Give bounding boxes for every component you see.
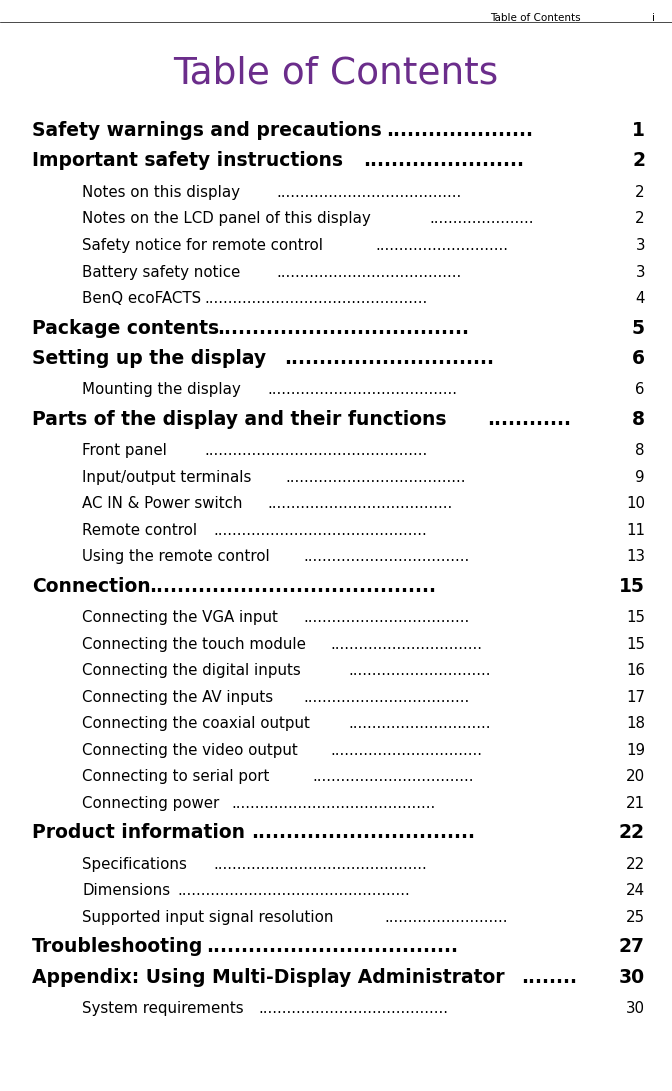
Text: ........................................: ........................................: [267, 383, 457, 397]
Text: ....................................: ....................................: [206, 937, 458, 957]
Text: Connecting the coaxial output: Connecting the coaxial output: [82, 717, 310, 731]
Text: ........: ........: [521, 968, 577, 987]
Text: ...............................................: ........................................…: [204, 444, 427, 458]
Text: Specifications: Specifications: [82, 858, 187, 872]
Text: Input/output terminals: Input/output terminals: [82, 470, 251, 485]
Text: 5: 5: [632, 319, 645, 337]
Text: Troubleshooting: Troubleshooting: [32, 937, 204, 957]
Text: ..............................: ..............................: [284, 349, 495, 368]
Text: 22: 22: [626, 858, 645, 872]
Text: Notes on this display: Notes on this display: [82, 185, 240, 200]
Text: ...................................: ...................................: [303, 550, 469, 564]
Text: 16: 16: [626, 663, 645, 679]
Text: 6: 6: [636, 383, 645, 397]
Text: ......................................: ......................................: [285, 470, 466, 485]
Text: 27: 27: [619, 937, 645, 957]
Text: 2: 2: [635, 185, 645, 200]
Text: Front panel: Front panel: [82, 444, 176, 458]
Text: Product information: Product information: [32, 824, 245, 842]
Text: Safety warnings and precautions: Safety warnings and precautions: [32, 121, 382, 140]
Text: 8: 8: [636, 444, 645, 458]
Text: .........................................: ........................................…: [149, 577, 437, 596]
Text: ..........................: ..........................: [384, 910, 507, 925]
Text: ..............................: ..............................: [348, 717, 491, 731]
Text: Connecting to serial port: Connecting to serial port: [82, 769, 269, 784]
Text: 3: 3: [636, 238, 645, 253]
Text: Dimensions: Dimensions: [82, 884, 170, 899]
Text: Connecting the VGA input: Connecting the VGA input: [82, 611, 278, 625]
Text: 15: 15: [626, 637, 645, 652]
Text: ...................................: ...................................: [303, 690, 469, 705]
Text: Package contents: Package contents: [32, 319, 219, 337]
Text: 18: 18: [626, 717, 645, 731]
Text: 11: 11: [626, 523, 645, 538]
Text: 13: 13: [626, 550, 645, 564]
Text: AC IN & Power switch: AC IN & Power switch: [82, 496, 243, 512]
Text: .......................................: .......................................: [267, 496, 452, 512]
Text: ..............................: ..............................: [348, 663, 491, 679]
Text: ................................: ................................: [251, 824, 474, 842]
Text: Notes on the LCD panel of this display: Notes on the LCD panel of this display: [82, 212, 371, 227]
Text: 19: 19: [626, 743, 645, 758]
Text: Connection: Connection: [32, 577, 151, 596]
Text: Using the remote control: Using the remote control: [82, 550, 269, 564]
Text: 9: 9: [636, 470, 645, 485]
Text: Table of Contents: Table of Contents: [173, 56, 499, 92]
Text: 30: 30: [626, 1002, 645, 1017]
Text: 24: 24: [626, 884, 645, 899]
Text: .................................................: ........................................…: [177, 884, 410, 899]
Text: 10: 10: [626, 496, 645, 512]
Text: Battery safety notice: Battery safety notice: [82, 264, 241, 279]
Text: 4: 4: [636, 291, 645, 305]
Text: ..................................: ..................................: [312, 769, 474, 784]
Text: ............: ............: [487, 410, 571, 429]
Text: 17: 17: [626, 690, 645, 705]
Text: 8: 8: [632, 410, 645, 429]
Text: 25: 25: [626, 910, 645, 925]
Text: .............................................: ........................................…: [213, 523, 427, 538]
Text: i: i: [653, 13, 655, 23]
Text: Connecting the digital inputs: Connecting the digital inputs: [82, 663, 301, 679]
Text: 3: 3: [636, 264, 645, 279]
Text: Safety notice for remote control: Safety notice for remote control: [82, 238, 323, 253]
Text: ................................: ................................: [330, 743, 482, 758]
Text: ........................................: ........................................: [258, 1002, 448, 1017]
Text: Connecting the video output: Connecting the video output: [82, 743, 298, 758]
Text: Mounting the display: Mounting the display: [82, 383, 241, 397]
Text: Table of Contents: Table of Contents: [491, 13, 581, 23]
Text: Connecting the AV inputs: Connecting the AV inputs: [82, 690, 273, 705]
Text: 1: 1: [632, 121, 645, 140]
Text: Connecting the touch module: Connecting the touch module: [82, 637, 306, 652]
Text: System requirements: System requirements: [82, 1002, 244, 1017]
Text: 2: 2: [635, 212, 645, 227]
Text: ...........................................: ........................................…: [231, 796, 435, 811]
Text: ......................: ......................: [429, 212, 534, 227]
Text: 30: 30: [619, 968, 645, 987]
Text: Appendix: Using Multi-Display Administrator: Appendix: Using Multi-Display Administra…: [32, 968, 505, 987]
Text: ................................: ................................: [330, 637, 482, 652]
Text: BenQ ecoFACTS: BenQ ecoFACTS: [82, 291, 201, 305]
Text: Supported input signal resolution: Supported input signal resolution: [82, 910, 333, 925]
Text: ...................................: ...................................: [303, 611, 469, 625]
Text: Connecting power: Connecting power: [82, 796, 219, 811]
Text: ....................................: ....................................: [217, 319, 469, 337]
Text: .......................: .......................: [364, 152, 524, 170]
Text: 15: 15: [619, 577, 645, 596]
Text: 22: 22: [619, 824, 645, 842]
Text: .............................................: ........................................…: [213, 858, 427, 872]
Text: .......................................: .......................................: [276, 185, 461, 200]
Text: Remote control: Remote control: [82, 523, 197, 538]
Text: Important safety instructions: Important safety instructions: [32, 152, 343, 170]
Text: .....................: .....................: [386, 121, 533, 140]
Text: 21: 21: [626, 796, 645, 811]
Text: 2: 2: [632, 152, 645, 170]
Text: 20: 20: [626, 769, 645, 784]
Text: 15: 15: [626, 611, 645, 625]
Text: Parts of the display and their functions: Parts of the display and their functions: [32, 410, 446, 429]
Text: 6: 6: [632, 349, 645, 368]
Text: ............................: ............................: [375, 238, 508, 253]
Text: Setting up the display: Setting up the display: [32, 349, 266, 368]
Text: ...............................................: ........................................…: [204, 291, 427, 305]
Text: .......................................: .......................................: [276, 264, 461, 279]
